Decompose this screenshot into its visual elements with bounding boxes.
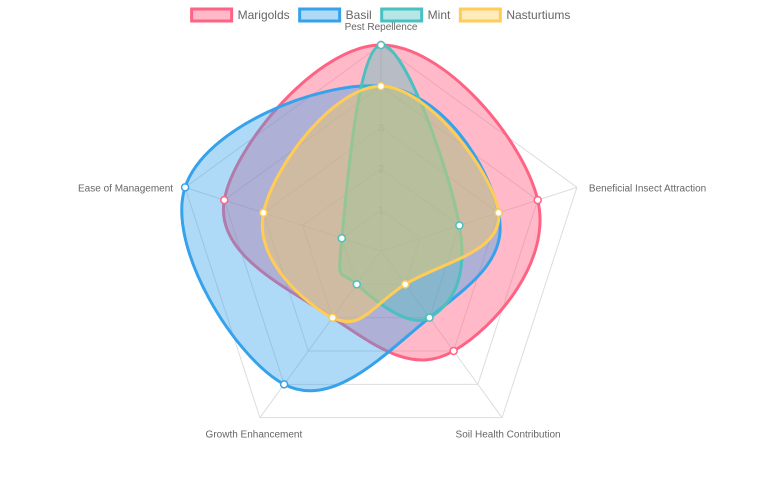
legend-label: Nasturtiums xyxy=(506,8,570,22)
legend-label: Basil xyxy=(346,8,372,22)
grid-spoke xyxy=(259,250,382,418)
grid-spoke xyxy=(184,186,382,252)
axis-label-ease-of-management: Ease of Management xyxy=(78,183,173,194)
legend-swatch xyxy=(190,7,234,23)
grid-ring xyxy=(223,85,539,385)
point-mint-ease-of-management[interactable] xyxy=(337,234,347,243)
legend-item-mint[interactable]: Mint xyxy=(380,7,451,23)
axis-labels: Pest Repellence Beneficial Insect Attract… xyxy=(78,22,706,441)
legend-swatch xyxy=(458,7,502,23)
grid-spoke xyxy=(380,186,578,252)
points-layer xyxy=(180,40,542,389)
point-mint-beneficial-insect-attraction[interactable] xyxy=(455,221,464,230)
legend-item-basil[interactable]: Basil xyxy=(298,7,372,23)
tick-label: 2 xyxy=(378,164,384,176)
radial-ticks: 1 2 3 xyxy=(378,122,384,216)
grid-ring xyxy=(302,167,460,319)
legend-swatch xyxy=(380,7,424,23)
grid-ring xyxy=(341,209,421,285)
axis-label-soil-health-contribution: Soil Health Contribution xyxy=(456,430,561,441)
legend-swatch xyxy=(298,7,342,23)
point-marigolds-ease-of-management[interactable] xyxy=(220,195,229,205)
radar-grid xyxy=(184,44,578,419)
point-nasturtiums-beneficial-insect-attraction[interactable] xyxy=(494,208,503,218)
series-area-nasturtiums xyxy=(260,84,501,324)
grid-ring xyxy=(262,126,500,352)
point-nasturtiums-pest-repellence[interactable] xyxy=(376,81,386,91)
point-nasturtiums-ease-of-management[interactable] xyxy=(259,208,268,218)
series-layer xyxy=(180,43,542,393)
grid-ring xyxy=(184,44,578,419)
axis-label-beneficial-insect-attraction: Beneficial Insect Attraction xyxy=(589,183,706,194)
point-mint-pest-repellence[interactable] xyxy=(376,40,386,50)
series-area-marigolds xyxy=(221,43,542,362)
legend-label: Mint xyxy=(428,8,451,22)
legend-label: Marigolds xyxy=(238,8,290,22)
legend-item-marigolds[interactable]: Marigolds xyxy=(190,7,290,23)
point-nasturtiums-soil-health-contribution[interactable] xyxy=(400,280,410,289)
point-marigolds-soil-health-contribution[interactable] xyxy=(449,346,458,356)
point-mint-growth-enhancement[interactable] xyxy=(352,280,362,289)
tick-label: 3 xyxy=(378,122,384,134)
point-nasturtiums-growth-enhancement[interactable] xyxy=(328,313,337,322)
legend-item-nasturtiums[interactable]: Nasturtiums xyxy=(458,7,570,23)
point-mint-soil-health-contribution[interactable] xyxy=(425,313,434,322)
series-area-mint xyxy=(338,43,464,322)
tick-label: 1 xyxy=(378,205,384,217)
point-basil-growth-enhancement[interactable] xyxy=(279,380,289,389)
point-basil-ease-of-management[interactable] xyxy=(180,183,190,192)
axis-label-growth-enhancement: Growth Enhancement xyxy=(206,430,303,441)
grid-spoke xyxy=(380,250,503,418)
axis-label-pest-repellence: Pest Repellence xyxy=(345,22,418,33)
legend: Marigolds Basil Mint Nasturtiums xyxy=(190,7,570,23)
point-marigolds-beneficial-insect-attraction[interactable] xyxy=(533,195,542,205)
